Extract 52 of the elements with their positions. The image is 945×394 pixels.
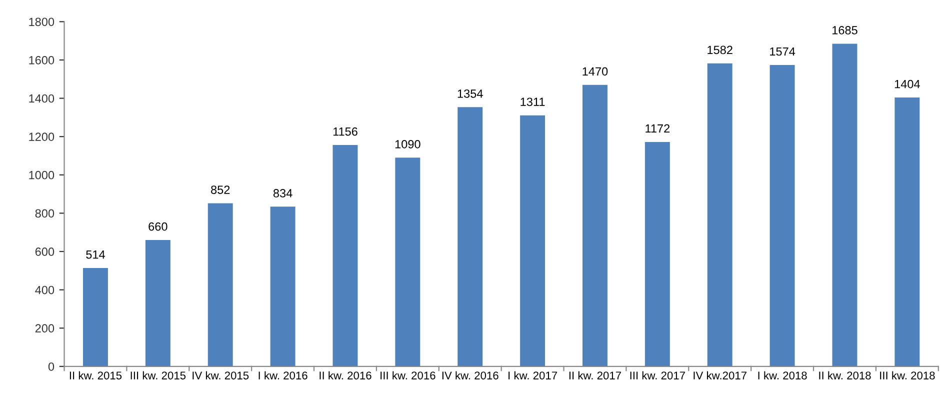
data-label: 1574 bbox=[770, 47, 796, 56]
bar bbox=[520, 115, 546, 366]
bar bbox=[332, 145, 358, 366]
data-label: 834 bbox=[273, 189, 292, 198]
x-tick-label: II kw. 2016 bbox=[320, 371, 372, 380]
x-tick-label: III kw. 2017 bbox=[630, 371, 685, 380]
x-tick-label: III kw. 2015 bbox=[130, 371, 186, 380]
y-tick-label: 1000 bbox=[29, 170, 54, 180]
x-tick-label: IV kw. 2015 bbox=[192, 371, 249, 380]
y-tick-label: 1400 bbox=[29, 94, 54, 103]
x-tick-label: IV kw. 2016 bbox=[442, 371, 498, 380]
bar bbox=[208, 203, 233, 366]
data-label: 660 bbox=[148, 222, 168, 231]
bar bbox=[707, 63, 732, 366]
y-tick-label: 1800 bbox=[29, 18, 54, 26]
x-tick-label: IV kw.2017 bbox=[694, 371, 746, 380]
bar bbox=[395, 158, 420, 366]
x-tick-label: III kw. 2016 bbox=[380, 371, 436, 380]
x-tick-label: II kw. 2017 bbox=[569, 371, 621, 380]
y-tick-label: 1600 bbox=[29, 56, 54, 64]
data-label: 1090 bbox=[395, 140, 420, 148]
bar bbox=[458, 107, 483, 366]
bar bbox=[770, 64, 795, 366]
bar bbox=[832, 44, 858, 366]
data-label: 1156 bbox=[333, 127, 358, 136]
data-label: 1404 bbox=[894, 80, 920, 88]
data-label: 1311 bbox=[520, 98, 545, 106]
bar bbox=[644, 142, 670, 366]
x-tick-label: II kw. 2018 bbox=[819, 371, 871, 380]
bar bbox=[145, 240, 170, 366]
bar bbox=[82, 268, 108, 366]
data-label: 1172 bbox=[646, 124, 670, 133]
y-tick-label: 1200 bbox=[29, 132, 54, 141]
data-label: 514 bbox=[86, 250, 105, 259]
bar bbox=[582, 84, 608, 366]
bar bbox=[894, 98, 920, 366]
y-tick-label: 400 bbox=[35, 286, 54, 294]
bar bbox=[270, 206, 296, 366]
x-tick-label: I kw. 2017 bbox=[508, 371, 557, 380]
data-label: 1685 bbox=[832, 26, 858, 34]
x-tick-label: I kw. 2018 bbox=[758, 371, 807, 380]
data-label: 1582 bbox=[708, 46, 732, 54]
y-tick-label: 200 bbox=[35, 324, 54, 333]
x-tick-label: III kw. 2018 bbox=[880, 371, 935, 380]
y-tick-label: 0 bbox=[48, 362, 54, 371]
x-tick-label: II kw. 2015 bbox=[70, 371, 122, 380]
data-label: 852 bbox=[211, 186, 230, 194]
data-label: 1354 bbox=[458, 89, 483, 98]
y-tick-label: 800 bbox=[35, 209, 54, 218]
x-tick-label: I kw. 2016 bbox=[258, 371, 308, 380]
y-tick-label: 600 bbox=[35, 248, 54, 256]
data-label: 1470 bbox=[582, 67, 608, 76]
